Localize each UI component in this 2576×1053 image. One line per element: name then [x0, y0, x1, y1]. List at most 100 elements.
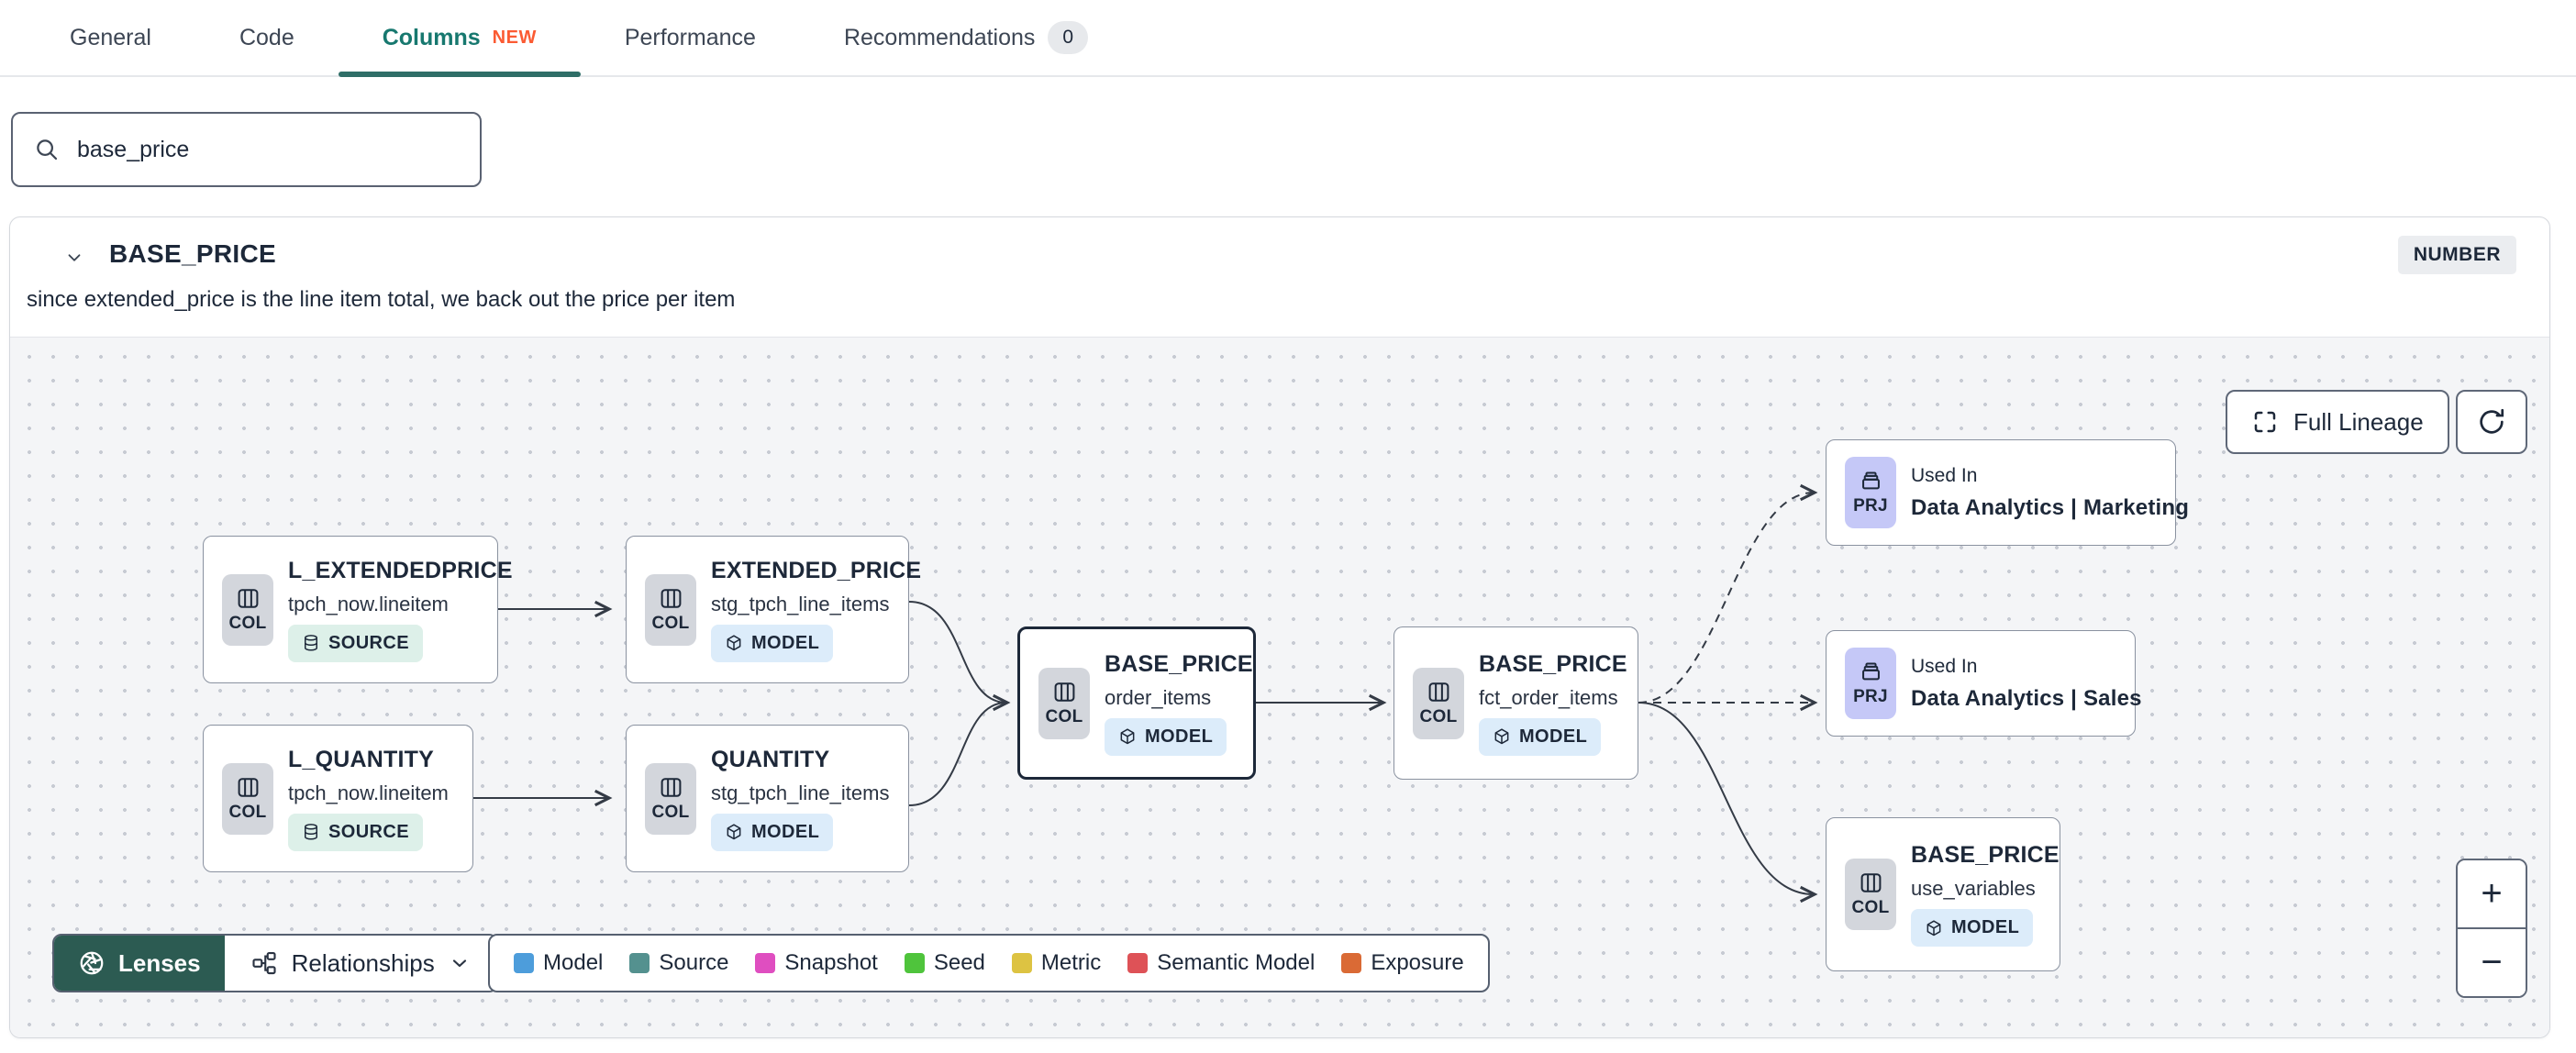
legend-item-seed: Seed [904, 950, 985, 976]
node-type-legend: Model Source Snapshot Seed Metric Semant… [488, 934, 1490, 992]
node-title: Data Analytics | Sales [1911, 685, 2142, 711]
legend-item-source: Source [629, 950, 728, 976]
database-icon [305, 824, 317, 840]
node-subtitle: order_items [1105, 685, 1212, 709]
search-row [0, 79, 2576, 216]
chevron-down-icon [452, 959, 466, 968]
column-icon: COL [645, 573, 696, 646]
project-icon: PRJ [1845, 457, 1896, 528]
refresh-icon [2480, 408, 2504, 434]
metric-color-chip [1011, 953, 1032, 973]
model-badge: MODEL [711, 624, 834, 662]
lineage-node-base-price-use-variables[interactable]: COL BASE_PRICE use_variables MODEL [1826, 817, 2060, 971]
source-color-chip [629, 953, 650, 973]
model-badge: MODEL [1479, 717, 1602, 756]
node-title: EXTENDED_PRICE [711, 557, 922, 583]
exposure-color-chip [1341, 953, 1362, 973]
lineage-node-l-quantity[interactable]: COL L_QUANTITY tpch_now.lineitem SOURCE [203, 725, 473, 872]
lineage-node-used-in-marketing[interactable]: PRJ Used In Data Analytics | Marketing [1826, 439, 2189, 546]
project-icon: PRJ [1845, 648, 1896, 719]
column-search[interactable] [11, 112, 482, 187]
snapshot-color-chip [755, 953, 776, 973]
used-in-label: Used In [1911, 655, 1978, 677]
zoom-in-button[interactable]: + [2458, 860, 2526, 927]
tab-bar: General Code Columns NEW Performance Rec… [0, 0, 2576, 77]
node-subtitle: stg_tpch_line_items [711, 781, 890, 804]
legend-item-exposure: Exposure [1341, 950, 1464, 976]
node-title: BASE_PRICE [1105, 650, 1253, 677]
column-panel: BASE_PRICE NUMBER since extended_price i… [9, 216, 2550, 1038]
lineage-node-l-extendedprice[interactable]: COL L_EXTENDEDPRICE tpch_now.lineitem SO… [203, 536, 513, 683]
zoom-out-button[interactable]: − [2458, 927, 2526, 996]
column-icon: COL [222, 762, 273, 835]
full-lineage-button[interactable]: Full Lineage [2226, 390, 2449, 454]
lineage-node-used-in-sales[interactable]: PRJ Used In Data Analytics | Sales [1826, 630, 2141, 737]
cube-icon [727, 635, 741, 651]
source-badge: SOURCE [288, 624, 423, 662]
lineage-node-base-price-fct-order-items[interactable]: COL BASE_PRICE fct_order_items MODEL [1393, 626, 1638, 780]
tab-general[interactable]: General [70, 24, 151, 50]
relationships-dropdown[interactable]: Relationships [224, 936, 496, 991]
cube-icon [1120, 728, 1135, 745]
model-color-chip [514, 953, 534, 973]
tab-performance[interactable]: Performance [624, 24, 756, 50]
recommendations-count-badge: 0 [1048, 21, 1089, 54]
node-title: L_QUANTITY [288, 746, 434, 772]
aperture-icon [80, 951, 104, 975]
new-badge: NEW [492, 27, 537, 48]
archive-icon [1861, 471, 1880, 490]
cube-icon [727, 824, 741, 840]
column-icon: COL [1413, 667, 1464, 739]
column-icon: COL [645, 762, 696, 835]
lineage-node-quantity[interactable]: COL QUANTITY stg_tpch_line_items MODEL [626, 725, 909, 872]
lineage-canvas[interactable]: COL L_EXTENDEDPRICE tpch_now.lineitem SO… [10, 337, 2549, 1037]
search-input[interactable] [77, 136, 460, 163]
column-description: since extended_price is the line item to… [27, 287, 736, 312]
archive-icon [1861, 662, 1880, 681]
column-name: BASE_PRICE [109, 239, 276, 268]
node-title: BASE_PRICE [1479, 650, 1627, 677]
node-title: QUANTITY [711, 746, 830, 772]
tab-columns[interactable]: Columns NEW [338, 0, 581, 77]
relationships-icon [252, 951, 276, 975]
used-in-label: Used In [1911, 464, 1978, 486]
node-title: BASE_PRICE [1911, 842, 2060, 868]
seed-color-chip [904, 953, 925, 973]
lenses-toolbar: Lenses Relationships [52, 934, 498, 992]
legend-item-metric: Metric [1011, 950, 1101, 976]
tab-code[interactable]: Code [239, 24, 294, 50]
column-icon: COL [1845, 859, 1896, 930]
node-title: L_EXTENDEDPRICE [288, 557, 513, 583]
legend-item-model: Model [514, 950, 603, 976]
lineage-node-extended-price[interactable]: COL EXTENDED_PRICE stg_tpch_line_items M… [626, 536, 921, 683]
database-icon [305, 635, 317, 651]
node-title: Data Analytics | Marketing [1911, 494, 2190, 520]
node-subtitle: use_variables [1911, 877, 2036, 900]
search-icon [37, 139, 58, 161]
lineage-node-base-price-order-items[interactable]: COL BASE_PRICE order_items MODEL [1017, 626, 1256, 780]
column-panel-header: BASE_PRICE NUMBER since extended_price i… [10, 217, 2549, 337]
expand-icon [2254, 411, 2276, 433]
data-type-badge: NUMBER [2397, 236, 2516, 274]
column-icon: COL [222, 573, 273, 646]
semantic-model-color-chip [1127, 953, 1149, 973]
legend-item-semantic-model: Semantic Model [1127, 950, 1315, 976]
node-subtitle: stg_tpch_line_items [711, 592, 890, 615]
legend-item-snapshot: Snapshot [755, 950, 878, 976]
refresh-button[interactable] [2456, 390, 2527, 454]
chevron-down-icon[interactable] [58, 241, 91, 274]
model-badge: MODEL [711, 813, 834, 851]
model-badge: MODEL [1105, 717, 1227, 756]
model-badge: MODEL [1911, 909, 2034, 947]
zoom-controls: + − [2456, 859, 2527, 998]
lenses-button[interactable]: Lenses [54, 936, 225, 991]
source-badge: SOURCE [288, 813, 423, 851]
cube-icon [1926, 919, 1941, 936]
cube-icon [1494, 728, 1509, 745]
node-subtitle: fct_order_items [1479, 685, 1618, 709]
node-subtitle: tpch_now.lineitem [288, 781, 449, 804]
node-subtitle: tpch_now.lineitem [288, 592, 449, 615]
column-icon: COL [1038, 667, 1090, 739]
tab-recommendations[interactable]: Recommendations 0 [800, 0, 1132, 75]
